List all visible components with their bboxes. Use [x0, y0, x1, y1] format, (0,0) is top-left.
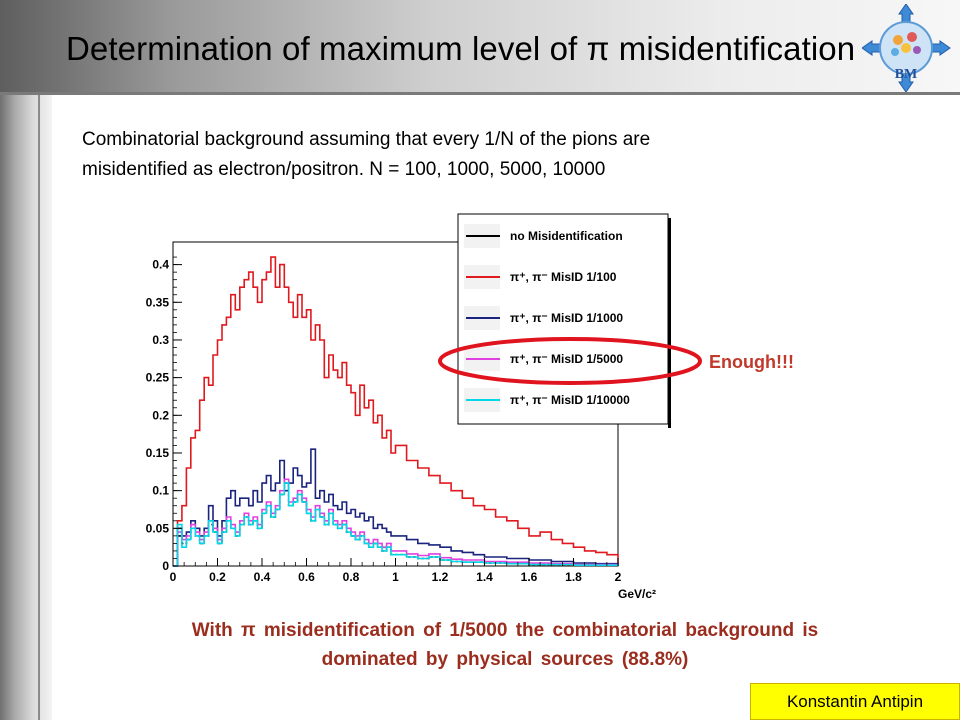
y-tick-label: 0.1 [152, 484, 169, 498]
intro-line-2: misidentified as electron/positron. N = … [82, 159, 606, 180]
x-tick-label: 1.6 [521, 570, 538, 584]
x-tick-label: 0.2 [209, 570, 226, 584]
x-tick-label: 0.8 [343, 570, 360, 584]
conclusion-line-2: dominated by physical sources (88.8%) [321, 649, 689, 670]
series-line-1 [173, 256, 619, 567]
left-divider-line [38, 0, 40, 720]
invariant-mass-histogram: 0 0.2 0.4 0.6 0.8 1 1.2 1.4 1.6 1.8 2 0 0.05 0.1 0.15 0… [146, 213, 671, 601]
y-tick-label: 0.2 [152, 408, 169, 422]
conclusion-text: With π misidentification of 1/5000 the c… [60, 616, 950, 674]
bm-logo: BM [862, 4, 951, 92]
conclusion-line-1: With π misidentification of 1/5000 the c… [191, 620, 819, 641]
y-tick-label: 0.35 [146, 295, 170, 309]
highlight-ellipse [438, 337, 702, 385]
legend-label-0: no Misidentification [510, 229, 623, 243]
enough-annotation: Enough!!! [709, 352, 794, 372]
legend-label-1: π⁺, π⁻ MisID 1/100 [510, 270, 617, 284]
x-tick-label: 1.8 [565, 570, 582, 584]
page-title: Determination of maximum level of π misi… [66, 30, 856, 67]
x-tick-label: 1.4 [476, 570, 493, 584]
title-underline [0, 92, 960, 95]
left-sidebar-decoration [0, 0, 52, 720]
legend-label-3: π⁺, π⁻ MisID 1/5000 [510, 352, 623, 366]
y-tick-label: 0.3 [152, 333, 169, 347]
x-tick-label: 0 [170, 570, 177, 584]
y-tick-label: 0.4 [152, 258, 169, 272]
x-tick-label: 1.2 [432, 570, 449, 584]
x-tick-label: 0.6 [298, 570, 315, 584]
y-tick-label: 0.15 [146, 446, 170, 460]
intro-text: Combinatorial background assuming that e… [82, 125, 882, 185]
title-banner [0, 0, 960, 92]
legend-label-4: π⁺, π⁻ MisID 1/10000 [510, 393, 630, 407]
x-tick-label: 1 [392, 570, 399, 584]
x-tick-label: 2 [615, 570, 622, 584]
intro-line-1: Combinatorial background assuming that e… [82, 129, 651, 150]
y-tick-label: 0 [162, 559, 169, 573]
author-badge: Konstantin Antipin [750, 683, 960, 720]
logo-text: BM [895, 67, 918, 82]
x-axis-label: GeV/c² [618, 587, 656, 601]
series-line-4 [173, 482, 619, 567]
y-tick-label: 0.05 [146, 521, 170, 535]
legend-label-2: π⁺, π⁻ MisID 1/1000 [510, 311, 623, 325]
y-tick-label: 0.25 [146, 371, 170, 385]
x-tick-label: 0.4 [254, 570, 271, 584]
